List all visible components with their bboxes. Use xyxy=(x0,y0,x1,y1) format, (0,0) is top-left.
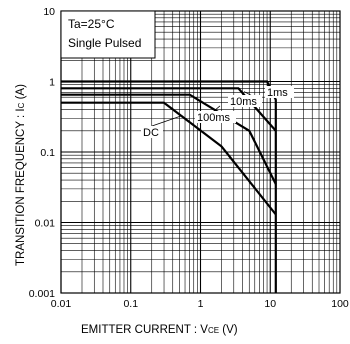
label-100ms: 100ms xyxy=(197,112,231,124)
x-tick-labels: 0.01 0.1 1 10 100 xyxy=(51,298,349,310)
label-1ms: 1ms xyxy=(267,87,288,99)
condition-pulse: Single Pulsed xyxy=(68,36,141,50)
y-axis-label: TRANSITION FREQUENCY : IC (A) xyxy=(15,84,27,266)
series-label-leader xyxy=(213,105,221,112)
series-labels: 1ms 10ms 100ms DC xyxy=(141,86,294,139)
y-tick-label: 0.1 xyxy=(40,147,55,159)
x-axis-label: EMITTER CURRENT : VCE (V) xyxy=(81,324,238,336)
series-10ms-line xyxy=(61,87,277,132)
x-tick-label: 0.01 xyxy=(51,298,72,310)
y-tick-label: 1 xyxy=(49,77,55,89)
x-tick-label: 1 xyxy=(198,298,204,310)
label-dc: DC xyxy=(143,127,159,139)
condition-temperature: Ta=25°C xyxy=(68,17,115,31)
y-tick-label: 10 xyxy=(43,6,55,18)
x-tick-label: 100 xyxy=(331,298,349,310)
curves xyxy=(61,80,277,293)
condition-box: Ta=25°C Single Pulsed xyxy=(60,10,156,59)
series-1ms-line xyxy=(61,80,277,293)
y-tick-labels: 0.001 0.01 0.1 1 10 xyxy=(29,6,55,300)
series-label-leader xyxy=(151,115,183,127)
x-tick-label: 10 xyxy=(264,298,276,310)
series-dc-line xyxy=(61,101,277,216)
series-100ms-line xyxy=(61,93,277,185)
y-tick-label: 0.01 xyxy=(35,218,56,230)
x-tick-label: 0.1 xyxy=(123,298,138,310)
plot-frame xyxy=(60,10,341,294)
label-10ms: 10ms xyxy=(230,96,257,108)
y-tick-label: 0.001 xyxy=(29,288,55,300)
